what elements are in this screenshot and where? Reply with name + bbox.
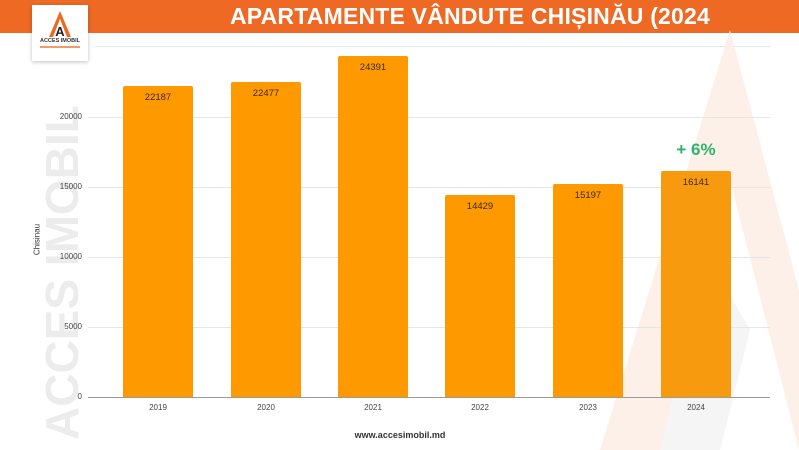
gridline-5000 [88, 327, 770, 328]
y-tick: 10000 [59, 252, 82, 261]
gridline-15000 [88, 187, 770, 188]
x-axis-line [88, 397, 770, 398]
title-banner: APARTAMENTE VÂNDUTE CHIȘINĂU (2024 [0, 0, 799, 33]
y-tick: 20000 [59, 112, 82, 121]
bar-value-label: 22477 [252, 88, 280, 99]
gridline-10000 [88, 257, 770, 258]
svg-text:ACCES IMOBIL: ACCES IMOBIL [40, 105, 88, 440]
x-tick: 2022 [471, 403, 489, 412]
bar-2023: 15197 [553, 184, 623, 397]
logo-a-icon: A [49, 11, 71, 39]
growth-annotation: + 6% [676, 140, 716, 159]
x-tick: 2023 [579, 403, 597, 412]
bar-2020: 22477 [231, 82, 301, 397]
x-tick: 2020 [257, 403, 275, 412]
y-tick: 15000 [59, 182, 82, 191]
company-logo: A ACCES IMOBIL [32, 5, 88, 61]
x-tick: 2021 [364, 403, 382, 412]
gridline-20000 [88, 117, 770, 118]
x-axis-label: www.accesimobil.md [354, 430, 446, 440]
y-tick: 0 [77, 392, 82, 401]
logo-text: ACCES IMOBIL [39, 38, 81, 44]
y-axis-label: Chisinau [32, 223, 42, 256]
chart-title: APARTAMENTE VÂNDUTE CHIȘINĂU (2024 [229, 3, 711, 29]
bar-2021: 24391 [338, 56, 408, 397]
bar-2024: 16141 [661, 171, 731, 397]
logo-tagline-bar [40, 46, 80, 48]
bar-value-label: 15197 [574, 190, 602, 201]
x-tick: 2024 [687, 403, 705, 412]
watermark-text: ACCES IMOBIL [40, 105, 88, 440]
bar-2019: 22187 [123, 86, 193, 397]
bar-value-label: 14429 [466, 201, 494, 212]
divider-line [95, 46, 770, 47]
bar-value-label: 22187 [144, 92, 172, 103]
svg-text:A: A [55, 24, 65, 39]
y-tick: 5000 [64, 322, 82, 331]
bar-value-label: 16141 [682, 177, 710, 188]
bar-2022: 14429 [445, 195, 515, 397]
x-tick: 2019 [149, 403, 167, 412]
bar-value-label: 24391 [359, 62, 387, 73]
